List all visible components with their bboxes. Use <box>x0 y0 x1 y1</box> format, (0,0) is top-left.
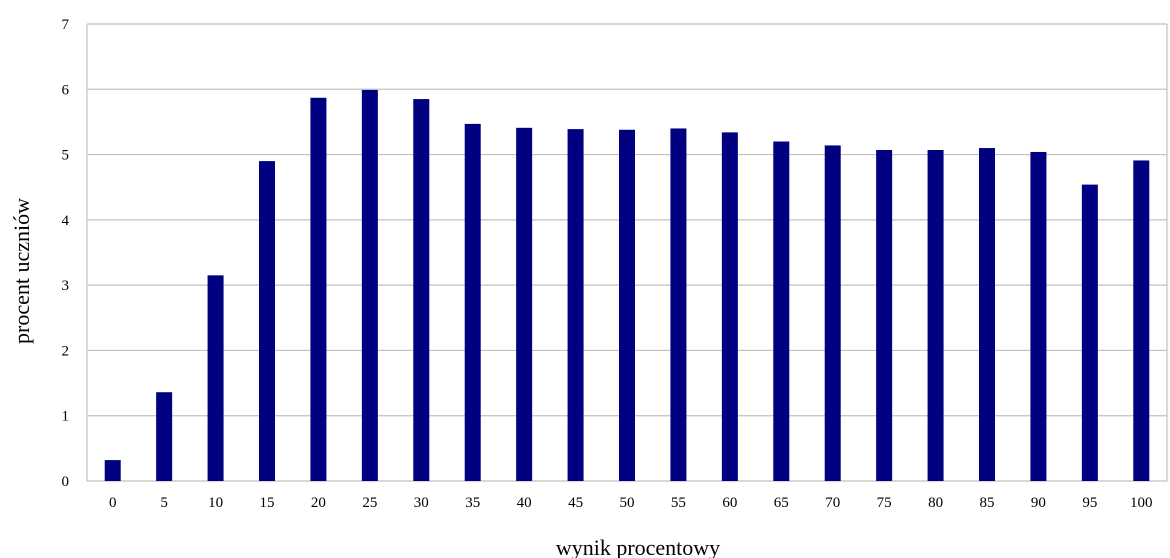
y-tick-label-0: 0 <box>62 474 70 490</box>
bar-95 <box>1081 184 1098 482</box>
bar-60 <box>721 132 738 482</box>
x-tick-label-85: 85 <box>980 495 995 511</box>
x-tick-label-80: 80 <box>928 495 943 511</box>
x-tick-label-55: 55 <box>671 495 686 511</box>
x-tick-label-50: 50 <box>620 495 635 511</box>
x-tick-label-100: 100 <box>1130 495 1153 511</box>
bar-100 <box>1133 160 1150 481</box>
bar-15 <box>259 161 275 481</box>
y-tick-label-1: 1 <box>62 409 70 425</box>
y-axis-title: procent uczniów <box>9 198 34 344</box>
x-tick-label-10: 10 <box>208 495 223 511</box>
x-tick-label-65: 65 <box>774 495 789 511</box>
x-tick-label-15: 15 <box>260 495 275 511</box>
x-tick-label-90: 90 <box>1031 495 1046 511</box>
bar-70 <box>824 145 841 481</box>
y-tick-labels: 0 1 2 3 4 5 6 7 <box>62 17 70 490</box>
x-tick-label-45: 45 <box>568 495 583 511</box>
bar-10 <box>207 275 224 481</box>
x-tick-label-20: 20 <box>311 495 326 511</box>
bar-30 <box>413 99 430 481</box>
y-tick-label-2: 2 <box>62 343 70 359</box>
bar-80 <box>927 150 944 481</box>
bar-25 <box>361 89 378 481</box>
bar-65 <box>773 141 790 481</box>
bar-45 <box>567 129 584 482</box>
x-tick-label-30: 30 <box>414 495 429 511</box>
x-tick-label-75: 75 <box>877 495 892 511</box>
y-tick-label-5: 5 <box>62 148 70 164</box>
y-tick-label-6: 6 <box>62 82 70 98</box>
x-tick-label-40: 40 <box>517 495 532 511</box>
y-tick-label-3: 3 <box>62 278 70 294</box>
bars <box>104 89 1150 482</box>
bar-90 <box>1030 151 1047 481</box>
bar-20 <box>310 97 327 481</box>
x-tick-label-95: 95 <box>1082 495 1097 511</box>
x-tick-label-5: 5 <box>160 495 168 511</box>
x-tick-labels: 0 5 10 15 20 25 30 35 40 45 50 55 60 65 70 75 80 85 90 95 10… <box>109 495 1153 511</box>
bar-85 <box>979 148 995 482</box>
y-tick-label-7: 7 <box>62 17 70 33</box>
bar-75 <box>876 150 893 481</box>
bar-50 <box>619 129 635 481</box>
x-tick-label-35: 35 <box>465 495 480 511</box>
x-axis-title: wynik procentowy <box>556 535 720 558</box>
x-tick-label-0: 0 <box>109 495 117 511</box>
bar-0 <box>104 460 121 481</box>
x-tick-label-60: 60 <box>722 495 737 511</box>
x-tick-label-70: 70 <box>825 495 840 511</box>
bar-55 <box>670 128 687 481</box>
bar-40 <box>516 127 533 481</box>
y-tick-label-4: 4 <box>62 213 70 229</box>
bar-35 <box>464 123 481 481</box>
bar-5 <box>156 392 173 481</box>
x-tick-label-25: 25 <box>362 495 377 511</box>
